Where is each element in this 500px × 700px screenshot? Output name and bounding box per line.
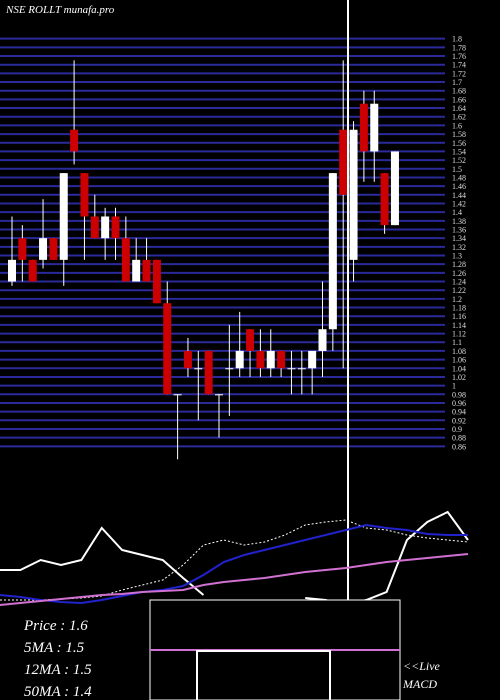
y-tick-label: 1.44 xyxy=(452,191,466,200)
y-tick-label: 1.4 xyxy=(452,208,462,217)
y-tick-label: 0.94 xyxy=(452,408,466,417)
y-tick-label: 1.48 xyxy=(452,173,466,182)
y-tick-label: 1.28 xyxy=(452,260,466,269)
y-tick-label: 1.66 xyxy=(452,95,466,104)
series-line xyxy=(0,523,468,605)
candle-down xyxy=(163,303,172,395)
candle-down xyxy=(359,103,368,152)
y-tick-label: 1.36 xyxy=(452,225,466,234)
candle-down xyxy=(152,259,161,304)
info-ma12: 12MA : 1.5 xyxy=(24,662,92,678)
candle-up xyxy=(349,129,358,260)
candle-up xyxy=(8,259,16,282)
candle-up xyxy=(390,151,399,226)
candle-up xyxy=(194,368,203,370)
y-tick-label: 1.76 xyxy=(452,52,466,61)
y-tick-label: 0.9 xyxy=(452,425,462,434)
y-tick-label: 1.62 xyxy=(452,113,466,122)
candle-up xyxy=(101,216,110,239)
y-tick-label: 1.68 xyxy=(452,87,466,96)
candle-up xyxy=(132,259,141,282)
y-tick-label: 1.22 xyxy=(452,286,466,295)
candle-down xyxy=(339,129,348,195)
candle-up xyxy=(225,368,234,370)
candle-down xyxy=(142,259,151,282)
y-tick-label: 1.52 xyxy=(452,156,466,165)
candle-down xyxy=(18,238,27,260)
y-tick-label: 1.18 xyxy=(452,304,466,313)
y-tick-label: 0.88 xyxy=(452,434,466,443)
y-tick-label: 1.26 xyxy=(452,269,466,278)
info-price: Price : 1.6 xyxy=(23,618,88,634)
candle-up xyxy=(235,350,244,369)
chart-title: NSE ROLLT munafa.pro xyxy=(5,4,115,16)
candle-up xyxy=(328,173,337,330)
info-ma5: 5MA : 1.5 xyxy=(24,640,85,656)
candle-down xyxy=(28,259,37,282)
macd-line xyxy=(196,650,331,700)
y-tick-label: 1.04 xyxy=(452,364,466,373)
candle-down xyxy=(256,350,265,369)
y-tick-label: 1.24 xyxy=(452,278,466,287)
y-tick-label: 1.56 xyxy=(452,139,466,148)
y-tick-label: 1.2 xyxy=(452,295,462,304)
candle-down xyxy=(70,129,79,152)
candle-up xyxy=(266,350,275,369)
candle-up xyxy=(287,368,296,370)
y-tick-label: 1.3 xyxy=(452,252,462,261)
candle-down xyxy=(111,216,120,239)
candle-up xyxy=(308,350,317,369)
y-tick-label: 1.06 xyxy=(452,356,466,365)
candle-down xyxy=(49,238,58,260)
y-tick-label: 1 xyxy=(452,382,456,391)
y-tick-label: 1.72 xyxy=(452,69,466,78)
y-tick-label: 0.92 xyxy=(452,416,466,425)
y-tick-label: 1.1 xyxy=(452,338,462,347)
y-tick-label: 1.54 xyxy=(452,147,466,156)
y-tick-label: 1.64 xyxy=(452,104,466,113)
candle-down xyxy=(80,173,89,217)
candle-up xyxy=(39,238,48,260)
candle-up xyxy=(173,394,182,396)
y-tick-label: 0.96 xyxy=(452,399,466,408)
candle-down xyxy=(183,350,192,369)
candle-down xyxy=(246,329,255,351)
candle-down xyxy=(90,216,99,239)
y-tick-label: 1.38 xyxy=(452,217,466,226)
candle-down xyxy=(121,238,130,282)
y-tick-label: 1.78 xyxy=(452,43,466,52)
y-tick-label: 1.6 xyxy=(452,121,462,130)
y-tick-label: 1.32 xyxy=(452,243,466,252)
series-line xyxy=(0,519,469,601)
y-tick-label: 1.12 xyxy=(452,330,466,339)
candle-down xyxy=(204,350,213,395)
series-line xyxy=(0,553,469,606)
y-tick-label: 1.74 xyxy=(452,61,466,70)
y-tick-label: 1.34 xyxy=(452,234,466,243)
y-tick-label: 1.42 xyxy=(452,199,466,208)
y-tick-label: 1.46 xyxy=(452,182,466,191)
candle-up xyxy=(215,394,223,396)
y-tick-label: 1.58 xyxy=(452,130,466,139)
info-ma50: 50MA : 1.4 xyxy=(24,684,92,700)
candle-down xyxy=(380,173,389,226)
y-tick-label: 0.98 xyxy=(452,390,466,399)
y-tick-label: 1.14 xyxy=(452,321,466,330)
candle-up xyxy=(59,173,68,260)
candle-up xyxy=(297,368,306,370)
candle-up xyxy=(370,103,379,152)
macd-label: <<Live xyxy=(403,659,441,673)
y-tick-label: 0.86 xyxy=(452,442,466,451)
y-tick-label: 1.8 xyxy=(452,35,462,44)
y-tick-label: 1.5 xyxy=(452,165,462,174)
y-tick-label: 1.16 xyxy=(452,312,466,321)
macd-label: MACD xyxy=(402,677,437,691)
y-tick-label: 1.7 xyxy=(452,78,462,87)
candles xyxy=(8,60,399,460)
candle-up xyxy=(318,329,327,351)
candle-down xyxy=(277,350,286,369)
y-tick-label: 1.02 xyxy=(452,373,466,382)
y-tick-label: 1.08 xyxy=(452,347,466,356)
